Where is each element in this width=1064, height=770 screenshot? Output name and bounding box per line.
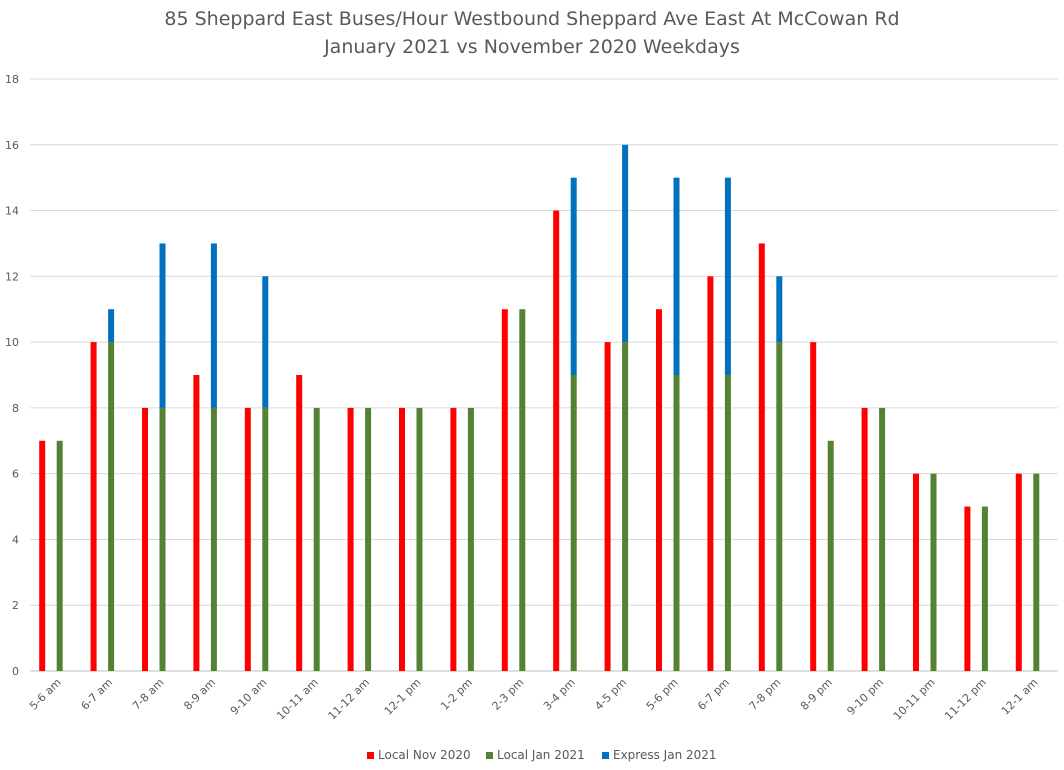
gridlines (30, 78, 1058, 672)
legend: Local Nov 2020 Local Jan 2021 Express Jan … (367, 748, 717, 762)
bars (39, 144, 1040, 672)
x-tick-label: 9-10 am (228, 676, 270, 718)
bar-local-jan-2021 (570, 375, 577, 671)
bar-local-nov-2020 (604, 342, 611, 671)
y-tick-label: 18 (5, 73, 19, 86)
legend-label: Express Jan 2021 (613, 748, 717, 762)
bar-local-nov-2020 (964, 506, 971, 671)
x-tick-label: 6-7 pm (695, 676, 732, 713)
x-tick-label: 8-9 am (181, 676, 218, 713)
legend-label: Local Nov 2020 (378, 748, 471, 762)
x-tick-label: 10-11 am (274, 676, 321, 723)
y-tick-label: 4 (12, 533, 19, 546)
y-tick-label: 2 (12, 599, 19, 612)
bar-local-jan-2021 (776, 342, 783, 671)
bar-local-jan-2021 (108, 342, 115, 671)
bar-local-jan-2021 (1033, 473, 1040, 671)
legend-swatch (367, 752, 374, 759)
bar-local-nov-2020 (142, 407, 148, 671)
bar-local-jan-2021 (622, 342, 629, 671)
bar-local-jan-2021 (981, 506, 988, 671)
x-tick-label: 5-6 am (27, 676, 64, 713)
legend-swatch (486, 752, 493, 759)
bar-local-jan-2021 (159, 407, 166, 671)
y-tick-label: 10 (5, 336, 19, 349)
bar-local-nov-2020 (90, 342, 97, 671)
bar-local-jan-2021 (879, 407, 886, 671)
bar-local-nov-2020 (39, 440, 46, 671)
x-tick-label: 5-6 pm (644, 676, 681, 713)
bar-local-nov-2020 (656, 309, 662, 671)
bar-local-nov-2020 (193, 375, 200, 671)
bar-express-jan-2021 (262, 276, 269, 408)
x-tick-label: 1-2 pm (438, 676, 475, 713)
x-tick-label: 12-1 am (999, 676, 1041, 718)
bar-local-nov-2020 (913, 473, 919, 671)
bar-local-nov-2020 (450, 407, 457, 671)
legend-swatch (602, 752, 609, 759)
y-axis-ticks: 0 2 4 6 8 10 12 14 16 18 (5, 73, 19, 678)
x-tick-label: 7-8 pm (747, 676, 784, 713)
bar-local-nov-2020 (861, 407, 868, 671)
bar-local-jan-2021 (262, 407, 269, 671)
bar-local-nov-2020 (707, 276, 714, 671)
y-tick-label: 16 (5, 139, 19, 152)
bar-local-jan-2021 (416, 407, 423, 671)
bar-local-nov-2020 (244, 407, 251, 671)
bar-local-jan-2021 (673, 375, 680, 671)
x-tick-label: 2-3 pm (490, 676, 527, 713)
bar-local-jan-2021 (365, 407, 372, 671)
bar-local-jan-2021 (313, 407, 320, 671)
bar-local-nov-2020 (758, 243, 765, 671)
x-tick-label: 3-4 pm (541, 676, 578, 713)
x-tick-label: 10-11 pm (891, 676, 938, 723)
chart-subtitle: January 2021 vs November 2020 Weekdays (324, 36, 740, 58)
chart-title: 85 Sheppard East Buses/Hour Westbound Sh… (164, 8, 900, 30)
bar-local-nov-2020 (1015, 473, 1022, 671)
bar-local-jan-2021 (827, 440, 834, 671)
bar-express-jan-2021 (673, 177, 680, 375)
bar-local-nov-2020 (347, 407, 354, 671)
bar-express-jan-2021 (724, 177, 731, 375)
bar-express-jan-2021 (570, 177, 577, 375)
bar-local-nov-2020 (501, 309, 508, 671)
y-tick-label: 8 (12, 402, 19, 415)
legend-label: Local Jan 2021 (497, 748, 585, 762)
x-tick-label: 8-9 pm (798, 676, 835, 713)
bar-local-jan-2021 (467, 407, 474, 671)
bar-local-nov-2020 (810, 342, 817, 671)
bar-local-jan-2021 (930, 473, 937, 671)
bar-local-jan-2021 (56, 440, 63, 671)
bar-express-jan-2021 (210, 243, 217, 408)
x-tick-label: 11-12 pm (942, 676, 989, 723)
bar-express-jan-2021 (108, 309, 115, 343)
x-tick-label: 4-5 pm (592, 676, 629, 713)
y-tick-label: 14 (5, 205, 19, 218)
y-tick-label: 6 (12, 468, 19, 481)
bar-local-nov-2020 (399, 407, 405, 671)
x-tick-label: 12-1 pm (382, 676, 424, 718)
x-tick-label: 9-10 pm (844, 676, 886, 718)
bar-express-jan-2021 (622, 144, 629, 343)
x-axis-ticks: 5-6 am 6-7 am 7-8 am 8-9 am 9-10 am 10-11 am 1… (27, 676, 1040, 723)
y-tick-label: 12 (5, 270, 19, 283)
bar-express-jan-2021 (776, 276, 783, 343)
bar-local-jan-2021 (724, 375, 731, 671)
bar-express-jan-2021 (159, 243, 166, 408)
bar-local-nov-2020 (553, 210, 560, 672)
y-tick-label: 0 (12, 665, 19, 678)
x-tick-label: 6-7 am (79, 676, 116, 713)
x-tick-label: 7-8 am (130, 676, 167, 713)
x-tick-label: 11-12 am (326, 676, 373, 723)
bar-local-nov-2020 (296, 375, 303, 671)
bar-local-jan-2021 (210, 407, 217, 671)
bar-local-jan-2021 (519, 309, 526, 671)
